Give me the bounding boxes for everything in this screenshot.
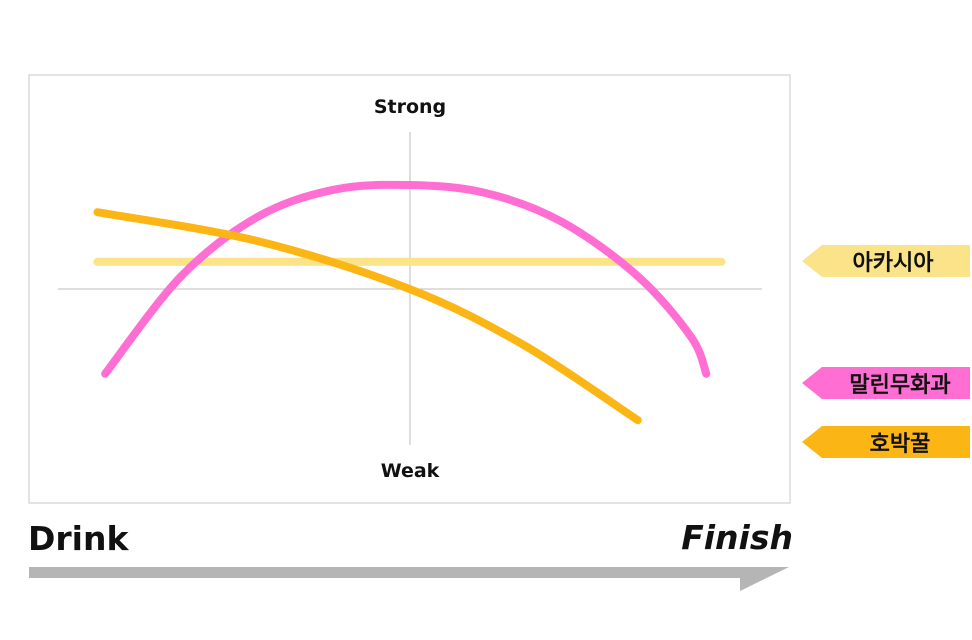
- axis-label-strong: Strong: [374, 96, 446, 118]
- legend-label-dried-fig: 말린무화과: [849, 373, 950, 398]
- axis-label-weak: Weak: [381, 460, 440, 482]
- series-line-dried-fig: [101, 180, 711, 378]
- legend-tag-pumpkin-honey-shape: [802, 426, 970, 458]
- progress-arrow: [29, 567, 789, 591]
- series-line-pumpkin-honey: [93, 208, 642, 425]
- legend-label-pumpkin-honey: 호박꿀: [870, 432, 931, 457]
- legend-tag-dried-fig-shape: [802, 367, 970, 399]
- legend-tag-pumpkin-honey: 호박꿀: [802, 426, 970, 458]
- progress-end-label: Finish: [681, 518, 793, 557]
- series-layer: [93, 180, 726, 425]
- progress-start-label: Drink: [28, 519, 129, 558]
- legend-tag-acacia-shape: [802, 245, 970, 277]
- legend-tag-acacia: 아카시아: [802, 245, 970, 277]
- legend-tag-dried-fig: 말린무화과: [802, 367, 970, 399]
- legend-label-acacia: 아카시아: [853, 251, 935, 276]
